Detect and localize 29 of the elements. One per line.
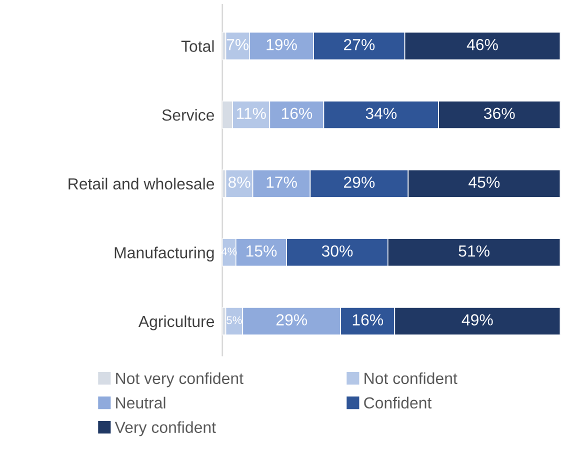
legend-label: Not very confident: [116, 372, 244, 388]
data-label: 27%: [344, 38, 375, 50]
data-label: 17%: [266, 176, 297, 188]
data-label: 29%: [276, 314, 308, 326]
data-label: 49%: [462, 314, 493, 326]
data-label: 19%: [266, 38, 297, 50]
data-label: 7%: [226, 39, 249, 50]
data-label: 34%: [366, 108, 397, 120]
data-label: 46%: [466, 38, 498, 50]
y-tick-label: Total: [181, 40, 214, 52]
y-tick-label: Manufacturing: [114, 246, 214, 262]
y-tick-label: Service: [162, 109, 214, 121]
data-label: 15%: [246, 245, 277, 257]
data-label: 51%: [458, 245, 490, 257]
legend-label: Confident: [364, 396, 432, 409]
data-label: 8%: [228, 176, 250, 188]
data-label: 16%: [282, 108, 312, 120]
legend-label: Neutral: [116, 396, 166, 409]
y-tick-label: Agriculture: [138, 315, 214, 330]
y-tick-label: Retail and wholesale: [68, 178, 214, 190]
data-label: 16%: [352, 314, 384, 326]
data-label: 45%: [468, 176, 500, 188]
data-label: 36%: [484, 108, 515, 120]
data-label: 30%: [322, 245, 353, 257]
data-label: 5%: [226, 316, 242, 324]
legend-label: Very confident: [114, 421, 216, 436]
data-label: 29%: [344, 176, 375, 188]
data-label: 11%: [236, 108, 266, 120]
legend-label: Not confident: [364, 372, 458, 384]
